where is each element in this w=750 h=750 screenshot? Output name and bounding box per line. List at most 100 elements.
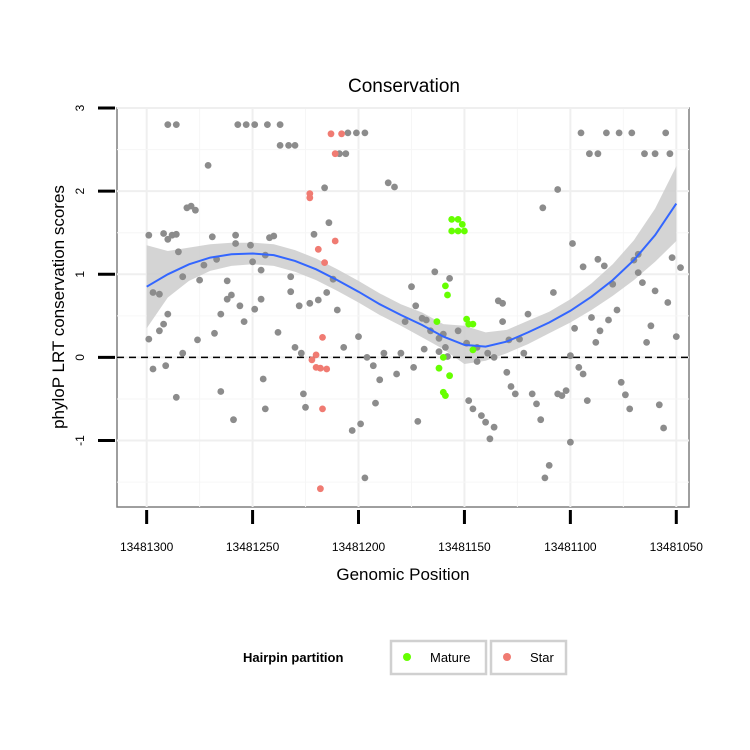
point-58 <box>297 349 305 357</box>
point-68 <box>353 129 360 137</box>
point-128 <box>596 327 604 335</box>
y-axis: -1 0 1 2 3 <box>73 104 115 446</box>
point-73 <box>355 333 362 340</box>
point-star-10 <box>308 356 316 364</box>
point-135 <box>626 405 634 413</box>
point-160 <box>641 150 648 158</box>
point-157 <box>628 129 636 137</box>
point-39 <box>240 318 248 325</box>
legend-key-star <box>503 653 511 661</box>
point-mature-6 <box>442 282 449 290</box>
point-126 <box>588 314 595 321</box>
point-176 <box>323 289 331 296</box>
point-181 <box>223 277 231 285</box>
point-101 <box>482 418 489 426</box>
point-86 <box>408 283 415 291</box>
point-115 <box>541 474 549 482</box>
point-star-12 <box>317 364 324 372</box>
point-178 <box>232 240 240 247</box>
point-89 <box>422 316 430 324</box>
point-18 <box>172 121 180 128</box>
point-103 <box>490 423 498 431</box>
x-tick-label-1: 13481250 <box>226 540 280 554</box>
point-74 <box>363 354 371 361</box>
point-106 <box>503 368 511 376</box>
y-tick-label-2: 1 <box>73 271 87 278</box>
point-star-4 <box>314 245 322 253</box>
y-tick-label-1: 0 <box>73 354 87 361</box>
point-53 <box>291 344 299 351</box>
point-mature-12 <box>442 392 449 399</box>
point-66 <box>340 344 348 351</box>
point-84 <box>401 318 409 325</box>
point-158 <box>586 150 593 158</box>
point-79 <box>357 420 364 428</box>
point-3 <box>145 335 153 343</box>
point-119 <box>558 392 566 399</box>
point-149 <box>539 204 547 212</box>
point-13 <box>172 393 180 401</box>
legend-label-mature: Mature <box>430 650 470 665</box>
point-32 <box>230 416 237 424</box>
point-mature-3 <box>461 227 468 235</box>
point-45 <box>259 375 267 383</box>
smooth-line <box>146 203 678 348</box>
confidence-band-area <box>146 166 677 364</box>
point-96 <box>446 275 453 282</box>
point-56 <box>300 390 307 398</box>
point-121 <box>567 352 574 360</box>
point-35 <box>251 121 259 128</box>
grid <box>117 107 689 507</box>
point-182 <box>257 266 265 274</box>
x-tick-label-3: 13481150 <box>438 540 491 554</box>
point-114 <box>537 416 545 424</box>
point-57 <box>302 403 309 411</box>
point-164 <box>567 438 574 446</box>
point-47 <box>270 232 278 240</box>
point-97 <box>465 397 473 404</box>
point-36 <box>264 121 271 128</box>
point-151 <box>579 263 587 271</box>
point-122 <box>571 324 578 332</box>
legend-title: Hairpin partition <box>243 650 343 665</box>
point-139 <box>643 339 650 346</box>
point-33 <box>234 121 242 128</box>
point-123 <box>575 364 583 371</box>
point-110 <box>520 349 528 357</box>
point-star-7 <box>306 194 314 202</box>
point-71 <box>342 150 350 158</box>
point-62 <box>321 184 328 192</box>
point-130 <box>605 316 612 324</box>
point-star-0 <box>327 130 335 138</box>
point-49 <box>276 142 284 149</box>
point-108 <box>511 390 519 398</box>
point-mature-2 <box>458 221 466 228</box>
point-72 <box>348 427 356 434</box>
point-78 <box>372 399 379 407</box>
point-166 <box>454 327 462 335</box>
point-93 <box>431 268 439 276</box>
point-94 <box>435 348 443 355</box>
point-168 <box>484 349 492 357</box>
point-mature-0 <box>448 216 456 223</box>
point-mature-8 <box>433 318 441 325</box>
point-107 <box>507 383 515 390</box>
point-100 <box>478 412 485 419</box>
point-2 <box>156 290 163 298</box>
point-105 <box>499 318 506 325</box>
legend-entry-star-box <box>489 639 568 676</box>
point-154 <box>577 129 585 137</box>
point-42 <box>257 295 265 303</box>
smooth-curve <box>146 203 678 348</box>
point-85 <box>393 370 400 378</box>
point-22 <box>194 336 201 344</box>
point-162 <box>666 150 674 158</box>
point-31 <box>232 231 240 239</box>
point-28 <box>217 388 225 395</box>
point-19 <box>192 206 199 214</box>
point-7 <box>164 235 172 243</box>
point-29 <box>223 295 231 303</box>
x-axis-label: Genomic Position <box>336 565 469 584</box>
point-163 <box>662 129 670 137</box>
